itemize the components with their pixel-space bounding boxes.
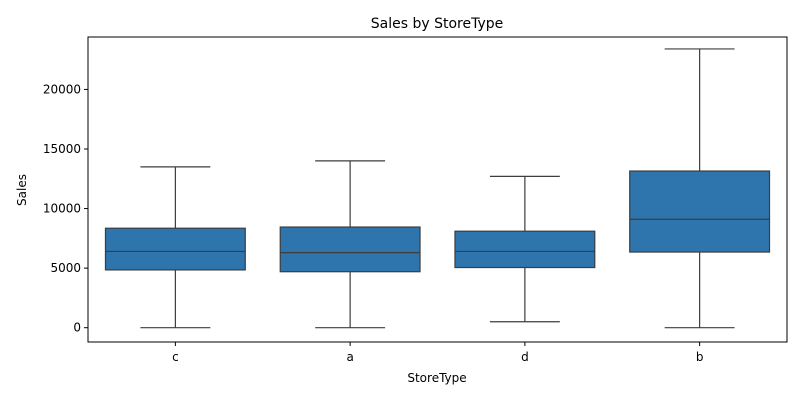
- y-tick-label: 5000: [50, 261, 81, 275]
- x-tick-label: a: [346, 350, 353, 364]
- box-a: [279, 226, 421, 273]
- box-b: [629, 170, 771, 253]
- plot-area: 0 5000 10000 15000 20000 c a d b: [43, 36, 788, 364]
- box-d: [454, 230, 596, 269]
- y-tick-label: 20000: [43, 82, 81, 96]
- chart-title: Sales by StoreType: [371, 16, 504, 32]
- x-tick-label: d: [521, 350, 529, 364]
- y-tick-label: 10000: [43, 202, 81, 216]
- x-axis-title: StoreType: [407, 371, 466, 385]
- y-tick-label: 0: [73, 321, 81, 335]
- x-tick-label: c: [172, 350, 179, 364]
- box-c: [104, 227, 246, 271]
- x-tick-label: b: [696, 350, 704, 364]
- y-tick-label: 15000: [43, 142, 81, 156]
- y-axis-title: Sales: [15, 174, 29, 206]
- plot-frame: [87, 36, 788, 343]
